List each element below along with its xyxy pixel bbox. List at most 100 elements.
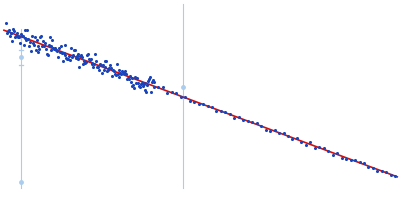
Point: [21, 29, 28, 32]
Point: [46, 35, 53, 39]
Point: [67, 59, 73, 62]
Point: [54, 50, 60, 53]
Point: [120, 71, 126, 74]
Point: [388, 173, 394, 176]
Point: [128, 85, 135, 88]
Point: [137, 85, 143, 88]
Point: [129, 76, 136, 79]
Point: [3, 22, 9, 25]
Point: [276, 131, 282, 135]
Point: [147, 75, 153, 78]
Point: [133, 81, 139, 84]
Point: [11, 30, 18, 33]
Point: [100, 63, 106, 66]
Point: [18, 35, 25, 38]
Point: [316, 145, 322, 149]
Point: [22, 36, 29, 39]
Point: [47, 45, 54, 48]
Point: [37, 35, 44, 39]
Point: [379, 170, 385, 173]
Point: [271, 129, 278, 132]
Point: [10, 27, 16, 31]
Point: [222, 110, 229, 113]
Point: [138, 82, 144, 85]
Point: [126, 75, 133, 78]
Point: [112, 73, 119, 76]
Point: [42, 41, 48, 45]
Point: [86, 58, 93, 61]
Point: [117, 71, 124, 75]
Point: [151, 80, 157, 83]
Point: [72, 56, 79, 60]
Point: [107, 63, 113, 67]
Point: [262, 128, 269, 131]
Point: [44, 52, 50, 56]
Point: [101, 60, 108, 63]
Point: [125, 76, 131, 80]
Point: [109, 75, 115, 78]
Point: [96, 68, 102, 71]
Point: [114, 63, 120, 66]
Point: [173, 92, 180, 95]
Point: [20, 43, 27, 46]
Point: [108, 66, 114, 69]
Point: [27, 40, 33, 43]
Point: [141, 88, 148, 91]
Point: [39, 44, 45, 48]
Point: [34, 51, 41, 54]
Point: [102, 66, 109, 69]
Point: [135, 81, 141, 84]
Point: [100, 68, 107, 72]
Point: [95, 66, 101, 69]
Point: [92, 52, 98, 55]
Point: [131, 86, 138, 89]
Point: [84, 54, 90, 57]
Point: [182, 95, 188, 99]
Point: [285, 134, 291, 137]
Point: [41, 44, 47, 48]
Point: [48, 49, 55, 52]
Point: [140, 84, 146, 87]
Point: [136, 84, 142, 87]
Point: [195, 102, 202, 105]
Point: [9, 40, 16, 43]
Point: [97, 63, 103, 66]
Point: [56, 47, 62, 50]
Point: [24, 28, 30, 31]
Point: [338, 156, 345, 159]
Point: [330, 153, 336, 156]
Point: [17, 41, 23, 44]
Point: [34, 38, 40, 42]
Point: [347, 158, 354, 161]
Point: [352, 159, 358, 162]
Point: [40, 39, 46, 43]
Point: [72, 48, 78, 51]
Point: [81, 59, 87, 63]
Point: [122, 69, 128, 73]
Point: [77, 54, 84, 57]
Point: [30, 41, 36, 45]
Point: [55, 55, 61, 59]
Point: [44, 53, 51, 56]
Point: [307, 140, 314, 144]
Point: [52, 47, 58, 50]
Point: [32, 48, 39, 51]
Point: [61, 43, 68, 47]
Point: [370, 166, 376, 170]
Point: [71, 48, 77, 51]
Point: [254, 121, 260, 125]
Point: [23, 39, 30, 42]
Point: [64, 58, 70, 61]
Point: [168, 91, 175, 94]
Point: [115, 75, 122, 78]
Point: [88, 61, 95, 65]
Point: [16, 35, 22, 39]
Point: [110, 68, 116, 72]
Point: [43, 48, 49, 51]
Point: [31, 43, 37, 46]
Point: [258, 124, 264, 128]
Point: [28, 49, 34, 52]
Point: [191, 100, 197, 104]
Point: [18, 32, 24, 36]
Point: [312, 147, 318, 150]
